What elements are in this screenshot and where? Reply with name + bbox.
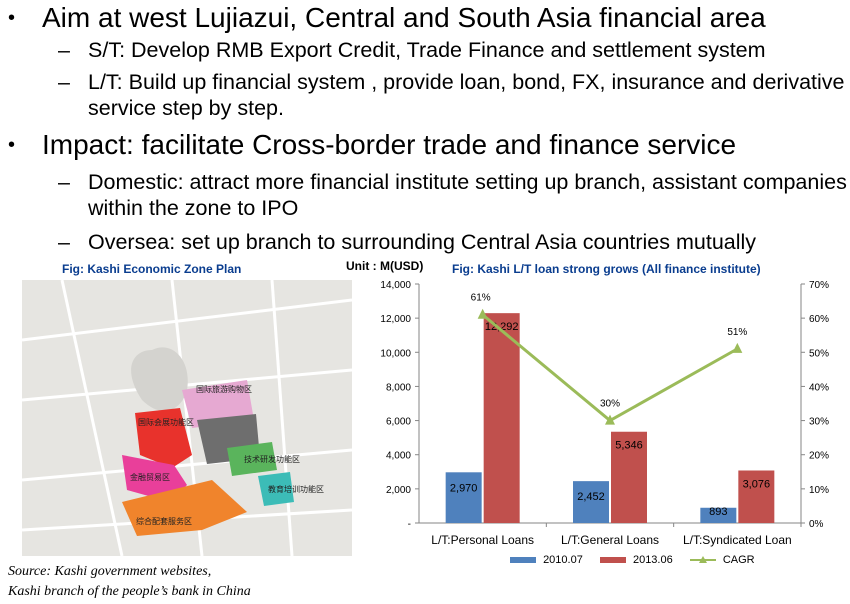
y2-tick-label: 40% [809, 382, 829, 393]
dash-symbol: – [58, 170, 70, 194]
legend-label: CAGR [722, 554, 755, 567]
legend-swatch-2013 [599, 557, 626, 564]
chart-title: Fig: Kashi L/T loan strong grows (All fi… [452, 262, 761, 276]
zone-label: 国际会展功能区 [138, 417, 194, 427]
zone-plan-map: 国际旅游购物区 国际会展功能区 金融贸易区 技术研发功能区 教育培训功能区 综合… [22, 280, 352, 556]
cagr-value-label: 30% [600, 399, 620, 410]
y-tick-label: 14,000 [380, 280, 411, 291]
x-tick-label: L/T:Syndicated Loan [683, 533, 792, 547]
sub-bullet-text: L/T: Build up financial system , provide… [88, 70, 845, 120]
source-line: Source: Kashi government websites, [8, 564, 212, 579]
y-tick-label: - [408, 519, 411, 530]
y2-tick-label: 20% [809, 451, 829, 462]
cagr-point [732, 342, 743, 353]
y2-tick-label: 50% [809, 348, 829, 359]
map-drawing: 国际旅游购物区 国际会展功能区 金融贸易区 技术研发功能区 教育培训功能区 综合… [22, 280, 352, 556]
bullet-symbol: • [8, 7, 16, 29]
dash-symbol: – [58, 70, 70, 94]
zone-label: 国际旅游购物区 [196, 384, 252, 394]
cagr-value-label: 51% [727, 327, 747, 338]
bullet-text: Aim at west Lujiazui, Central and South … [42, 2, 766, 33]
bullet-text: Impact: facilitate Cross-border trade an… [42, 129, 737, 160]
bar-2013-06 [738, 470, 775, 523]
bar-2013-06 [611, 431, 647, 523]
y-tick-label: 12,000 [380, 314, 411, 325]
legend-swatch-2010 [510, 557, 536, 564]
sub-bullet-text: S/T: Develop RMB Export Credit, Trade Fi… [88, 38, 766, 62]
y-tick-label: 2,000 [386, 485, 411, 496]
bar-2010-07 [573, 481, 609, 523]
cagr-value-label: 61% [471, 293, 491, 304]
legend-swatch-cagr [689, 556, 716, 564]
bar-2010-07 [700, 507, 737, 523]
map-caption: Fig: Kashi Economic Zone Plan [62, 262, 242, 276]
y2-tick-label: 70% [809, 280, 829, 291]
loan-chart: - 2,000 4,000 6,000 8,000 10,000 12,000 14,000 0… [380, 280, 829, 547]
dash-symbol: – [58, 230, 70, 254]
x-tick-label: L/T:Personal Loans [431, 533, 534, 547]
x-tick-label: L/T:General Loans [561, 533, 659, 547]
dash-symbol: – [58, 38, 70, 62]
y2-tick-label: 0% [809, 519, 824, 530]
zone-exhibition [135, 408, 192, 468]
zone-education [258, 472, 294, 506]
source-line: Kashi branch of the people’s bank in Chi… [8, 584, 251, 599]
cagr-point [477, 308, 488, 319]
legend-label: 2010.07 [543, 554, 583, 567]
y2-tick-label: 60% [809, 314, 829, 325]
y-tick-label: 6,000 [386, 417, 411, 428]
zone-service [122, 480, 247, 536]
bar-2010-07 [445, 472, 482, 523]
y-tick-label: 8,000 [386, 382, 411, 393]
cagr-point [605, 414, 615, 425]
y-tick-label: 4,000 [386, 451, 411, 462]
bar-value-label: 893 [709, 506, 727, 518]
sub-bullet-text: Oversea: set up branch to surrounding Ce… [88, 230, 757, 254]
zone-label: 技术研发功能区 [244, 454, 300, 464]
bar-2013-06 [483, 313, 520, 523]
unit-label: Unit : M(USD) [346, 259, 424, 273]
chart-legend: 2010.07 2013.06 CAGR [510, 554, 755, 566]
zone-label: 综合配套服务区 [136, 516, 192, 526]
y2-tick-label: 10% [809, 485, 829, 496]
zone-tourism [182, 380, 254, 428]
zone-tech [227, 442, 277, 476]
bar-value-label: 3,076 [743, 478, 771, 490]
bullet-symbol: • [8, 134, 16, 156]
bar-value-label: 2,452 [577, 491, 605, 503]
sub-bullet-text: Domestic: attract more financial institu… [88, 170, 847, 220]
y-tick-label: 10,000 [380, 348, 411, 359]
legend-label: 2013.06 [632, 554, 673, 567]
bar-value-label: 2,970 [450, 482, 478, 494]
y2-tick-label: 30% [809, 417, 829, 428]
zone-label: 金融贸易区 [130, 472, 170, 482]
zone-label: 教育培训功能区 [268, 484, 324, 494]
bar-value-label: 5,346 [615, 440, 643, 452]
map-hill [131, 347, 188, 411]
source-note: Source: Kashi government websites, Kashi… [8, 562, 251, 602]
